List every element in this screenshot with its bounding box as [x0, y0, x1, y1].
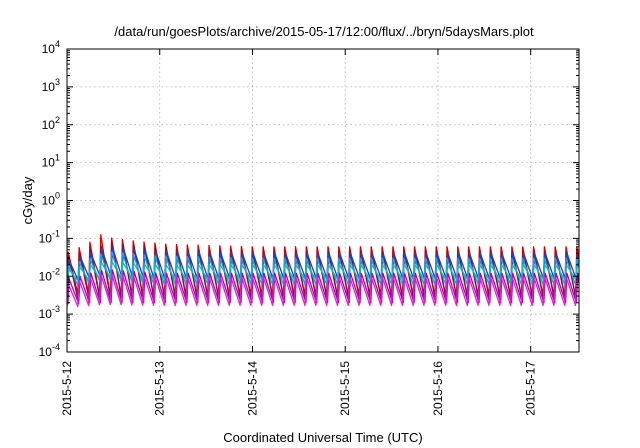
y-tick-exponent: -3: [52, 304, 60, 314]
y-tick-base: 10: [42, 118, 56, 132]
y-tick-exponent: -4: [52, 342, 60, 352]
y-tick-base: 10: [42, 194, 56, 208]
y-tick-base: 10: [39, 269, 53, 283]
series-group: [67, 234, 579, 308]
y-tick-label: 103: [42, 77, 60, 94]
y-tick-label: 101: [42, 153, 60, 170]
y-tick-exponent: 2: [55, 115, 60, 125]
y-tick-base: 10: [39, 345, 53, 359]
x-tick-label: 2015-5-13: [153, 361, 167, 416]
y-tick-exponent: 3: [55, 77, 60, 87]
x-axis-label: Coordinated Universal Time (UTC): [223, 430, 422, 445]
y-tick-label: 10-2: [39, 266, 60, 283]
y-tick-base: 10: [39, 231, 53, 245]
y-axis-label: cGy/day: [20, 176, 35, 224]
y-tick-base: 10: [42, 80, 56, 94]
y-tick-base: 10: [39, 307, 53, 321]
x-tick-label: 2015-5-16: [431, 361, 445, 416]
x-tick-label: 2015-5-15: [338, 361, 352, 416]
y-tick-label: 102: [42, 115, 60, 132]
x-tick-label: 2015-5-12: [60, 361, 74, 416]
chart-title: /data/run/goesPlots/archive/2015-05-17/1…: [114, 24, 534, 39]
grid: [67, 49, 579, 352]
y-tick-label: 104: [42, 39, 60, 56]
y-tick-label: 10-1: [39, 228, 60, 245]
y-tick-exponent: -2: [52, 266, 60, 276]
y-tick-exponent: 4: [55, 39, 60, 49]
x-axis: 2015-5-12 2015-5-13 2015-5-14 2015-5-15 2015…: [60, 49, 538, 416]
y-tick-exponent: 1: [55, 153, 60, 163]
y-tick-label: 10-4: [39, 342, 60, 359]
y-tick-label: 100: [42, 191, 60, 208]
x-tick-label: 2015-5-17: [524, 361, 538, 416]
series-line: [67, 272, 579, 308]
y-tick-base: 10: [42, 42, 56, 56]
x-tick-label: 2015-5-14: [245, 361, 259, 416]
y-tick-exponent: 0: [55, 191, 60, 201]
y-tick-exponent: -1: [52, 228, 60, 238]
y-tick-base: 10: [42, 156, 56, 170]
y-tick-label: 10-3: [39, 304, 60, 321]
